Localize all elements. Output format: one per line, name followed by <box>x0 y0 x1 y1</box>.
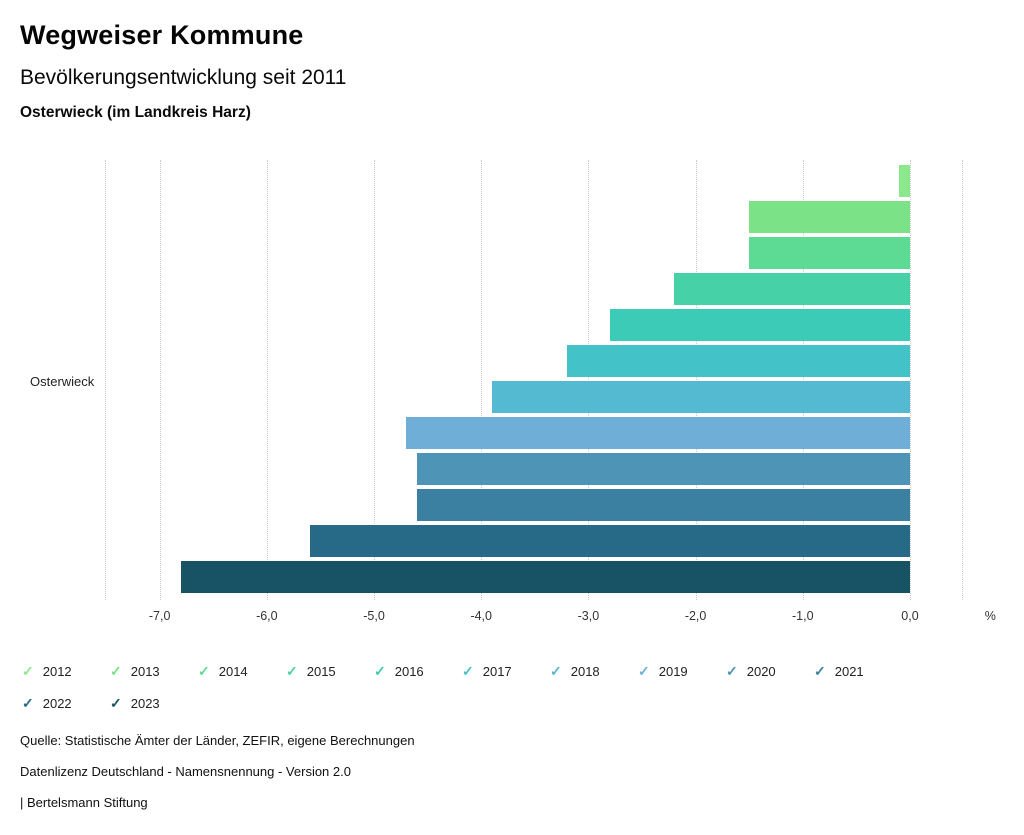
bar-2015[interactable] <box>674 273 910 305</box>
legend-item-2015[interactable]: ✓ 2015 <box>286 655 374 687</box>
source-note: Quelle: Statistische Ämter der Länder, Z… <box>20 733 415 748</box>
gridline <box>909 160 911 600</box>
license-note: Datenlizenz Deutschland - Namensnennung … <box>20 764 351 779</box>
legend-label: 2017 <box>482 663 512 679</box>
check-icon: ✓ <box>22 695 34 711</box>
legend-label: 2016 <box>394 663 424 679</box>
check-icon: ✓ <box>638 663 650 679</box>
legend-label: 2022 <box>42 695 72 711</box>
legend-item-2014[interactable]: ✓ 2014 <box>198 655 286 687</box>
chart-footer: Quelle: Statistische Ämter der Länder, Z… <box>20 733 415 826</box>
legend-item-2017[interactable]: ✓ 2017 <box>462 655 550 687</box>
bar-2016[interactable] <box>609 309 910 341</box>
x-tick-label: -2,0 <box>684 609 707 623</box>
legend-item-2019[interactable]: ✓ 2019 <box>638 655 726 687</box>
gridline <box>105 160 106 600</box>
x-tick-label: 0,0 <box>901 609 919 623</box>
x-tick-label: -4,0 <box>470 609 492 623</box>
x-tick-label: -6,0 <box>256 609 278 623</box>
bar-2020[interactable] <box>416 453 910 485</box>
check-icon: ✓ <box>462 663 474 679</box>
gridline <box>695 160 697 600</box>
legend-label: 2014 <box>218 663 248 679</box>
chart-subtitle: Bevölkerungsentwicklung seit 2011 <box>20 66 347 89</box>
y-axis-category-label: Osterwieck <box>30 374 95 389</box>
attribution-note: | Bertelsmann Stiftung <box>20 795 148 810</box>
x-tick-label: -5,0 <box>363 609 385 623</box>
check-icon: ✓ <box>550 663 562 679</box>
legend-item-2018[interactable]: ✓ 2018 <box>550 655 638 687</box>
bar-2021[interactable] <box>416 489 910 521</box>
x-axis-unit-label: % <box>984 609 996 623</box>
legend-label: 2020 <box>746 663 776 679</box>
x-tick-label: -3,0 <box>577 609 600 623</box>
gridline <box>962 160 964 600</box>
legend-item-2016[interactable]: ✓ 2016 <box>374 655 462 687</box>
gridline <box>266 160 268 600</box>
legend-item-2021[interactable]: ✓ 2021 <box>814 655 902 687</box>
legend-label: 2019 <box>658 663 688 679</box>
legend-label: 2021 <box>834 663 864 679</box>
gridline <box>481 160 483 600</box>
gridline <box>374 160 376 600</box>
legend-label: 2013 <box>130 663 160 679</box>
legend-label: 2012 <box>42 663 72 679</box>
check-icon: ✓ <box>726 663 738 679</box>
check-icon: ✓ <box>198 663 210 679</box>
chart-header: Wegweiser Kommune Bevölkerungsentwicklun… <box>20 20 346 122</box>
page-title: Wegweiser Kommune <box>20 20 304 50</box>
legend-item-2012[interactable]: ✓ 2012 <box>22 655 110 687</box>
bar-2023[interactable] <box>181 561 910 593</box>
bar-2013[interactable] <box>749 201 910 233</box>
bar-2022[interactable] <box>309 525 910 557</box>
plot-area <box>105 160 985 600</box>
bar-2018[interactable] <box>491 381 910 413</box>
legend-item-2020[interactable]: ✓ 2020 <box>726 655 814 687</box>
gridline <box>159 160 161 600</box>
bar-2019[interactable] <box>406 417 910 449</box>
check-icon: ✓ <box>286 663 298 679</box>
bar-2017[interactable] <box>566 345 910 377</box>
bar-2012[interactable] <box>899 165 910 197</box>
legend: ✓ 2012 ✓ 2013 ✓ 2014 ✓ 2015 ✓ 2016 ✓ 2017 ✓ 2018 ✓ 2019… <box>22 655 942 719</box>
x-axis: -7,0 -6,0 -5,0 -4,0 -3,0 -2,0 -1,0 0,0% <box>105 609 996 627</box>
x-tick-label: -7,0 <box>148 609 171 623</box>
legend-item-2023[interactable]: ✓ 2023 <box>110 687 198 719</box>
legend-item-2022[interactable]: ✓ 2022 <box>22 687 110 719</box>
gridline <box>588 160 590 600</box>
region-label: Osterwieck (im Landkreis Harz) <box>20 104 251 121</box>
check-icon: ✓ <box>374 663 386 679</box>
legend-label: 2015 <box>306 663 336 679</box>
check-icon: ✓ <box>110 663 122 679</box>
legend-label: 2023 <box>130 695 160 711</box>
legend-label: 2018 <box>570 663 600 679</box>
x-tick-label: -1,0 <box>792 609 814 623</box>
bar-2014[interactable] <box>749 237 910 269</box>
check-icon: ✓ <box>110 695 122 711</box>
check-icon: ✓ <box>22 663 34 679</box>
legend-item-2013[interactable]: ✓ 2013 <box>110 655 198 687</box>
gridline <box>802 160 804 600</box>
check-icon: ✓ <box>814 663 826 679</box>
